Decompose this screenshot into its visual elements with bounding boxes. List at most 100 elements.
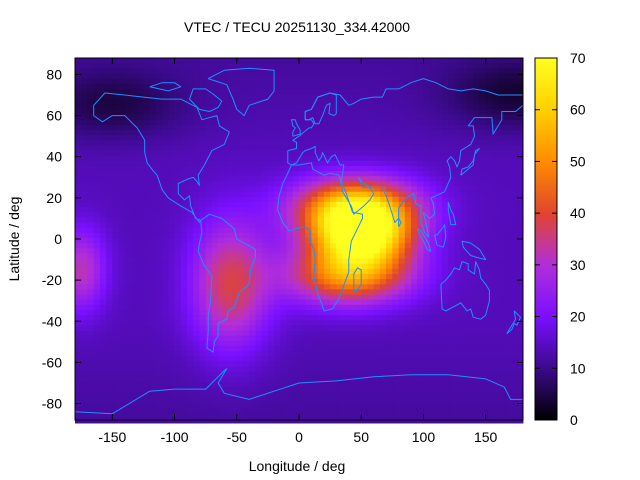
heatmap-cell	[131, 207, 138, 213]
heatmap-cell	[255, 366, 263, 373]
heatmap-cell	[317, 273, 325, 280]
heatmap-cell	[467, 83, 474, 90]
heatmap-cell	[361, 145, 368, 151]
heatmap-cell	[255, 68, 263, 74]
heatmap-cell	[93, 284, 101, 290]
heatmap-cell	[118, 237, 126, 244]
heatmap-cell	[355, 63, 362, 69]
heatmap-cell	[498, 165, 505, 172]
heatmap-cell	[199, 196, 207, 203]
heatmap-cell	[286, 196, 294, 203]
heatmap-cell	[87, 315, 95, 321]
heatmap-cell	[479, 304, 487, 311]
heatmap-cell	[112, 340, 119, 347]
heatmap-cell	[429, 176, 437, 182]
heatmap-cell	[267, 109, 275, 115]
heatmap-cell	[367, 73, 375, 79]
heatmap-cell	[205, 191, 213, 198]
heatmap-cell	[467, 222, 474, 229]
heatmap-cell	[168, 63, 175, 69]
heatmap-cell	[137, 63, 144, 69]
heatmap-cell	[411, 243, 418, 249]
heatmap-cell	[93, 304, 101, 311]
heatmap-cell	[411, 397, 418, 403]
heatmap-cell	[224, 268, 231, 275]
heatmap-cell	[429, 304, 437, 311]
heatmap-cell	[292, 93, 300, 100]
heatmap-cell	[417, 186, 424, 193]
heatmap-cell	[423, 315, 431, 321]
heatmap-cell	[392, 119, 399, 126]
heatmap-cell	[87, 345, 95, 352]
heatmap-cell	[286, 397, 294, 403]
heatmap-cell	[187, 191, 194, 198]
heatmap-cell	[99, 294, 107, 301]
heatmap-cell	[404, 232, 412, 239]
heatmap-cell	[193, 387, 200, 393]
heatmap-cell	[367, 181, 375, 187]
heatmap-cell	[218, 160, 225, 167]
heatmap-cell	[236, 232, 244, 239]
heatmap-cell	[274, 181, 281, 187]
heatmap-cell	[336, 304, 343, 311]
heatmap-cell	[379, 222, 387, 229]
heatmap-cell	[224, 58, 231, 64]
heatmap-cell	[236, 165, 244, 172]
heatmap-cell	[299, 381, 306, 388]
heatmap-cell	[454, 387, 462, 393]
heatmap-cell	[193, 392, 200, 398]
heatmap-cell	[317, 279, 325, 285]
heatmap-cell	[143, 253, 151, 259]
heatmap-cell	[516, 73, 524, 79]
heatmap-cell	[106, 227, 113, 234]
heatmap-cell	[305, 150, 312, 157]
heatmap-cell	[348, 196, 356, 203]
heatmap-cell	[243, 371, 250, 378]
heatmap-cell	[118, 258, 126, 265]
heatmap-cell	[379, 279, 387, 285]
heatmap-cell	[348, 299, 356, 306]
heatmap-cell	[398, 129, 406, 136]
heatmap-cell	[112, 207, 119, 213]
heatmap-cell	[243, 412, 250, 419]
heatmap-cell	[261, 237, 269, 244]
heatmap-cell	[124, 330, 132, 337]
heatmap-cell	[75, 397, 82, 403]
heatmap-cell	[498, 217, 505, 223]
heatmap-cell	[87, 176, 95, 182]
heatmap-cell	[292, 165, 300, 172]
heatmap-cell	[255, 58, 263, 64]
heatmap-cell	[124, 181, 132, 187]
heatmap-cell	[504, 83, 511, 90]
heatmap-cell	[230, 155, 238, 162]
heatmap-cell	[348, 217, 356, 223]
heatmap-cell	[404, 165, 412, 172]
heatmap-cell	[504, 232, 511, 239]
heatmap-cell	[93, 78, 101, 85]
heatmap-cell	[137, 248, 144, 254]
heatmap-cell	[379, 253, 387, 259]
heatmap-cell	[404, 279, 412, 285]
heatmap-cell	[336, 150, 343, 157]
heatmap-cell	[118, 315, 126, 321]
heatmap-cell	[392, 258, 399, 265]
heatmap-cell	[392, 243, 399, 249]
heatmap-cell	[311, 273, 319, 280]
heatmap-cell	[467, 366, 474, 373]
heatmap-cell	[442, 212, 449, 218]
heatmap-cell	[398, 212, 406, 218]
heatmap-cell	[498, 294, 505, 301]
heatmap-cell	[286, 340, 294, 347]
heatmap-cell	[323, 237, 331, 244]
heatmap-cell	[249, 181, 256, 187]
heatmap-cell	[81, 371, 88, 378]
heatmap-cell	[255, 83, 263, 90]
heatmap-cell	[330, 325, 337, 331]
heatmap-cell	[510, 289, 518, 295]
heatmap-cell	[516, 109, 524, 115]
heatmap-cell	[118, 232, 126, 239]
heatmap-cell	[93, 345, 101, 352]
heatmap-cell	[230, 207, 238, 213]
heatmap-cell	[224, 325, 231, 331]
heatmap-cell	[491, 104, 499, 110]
